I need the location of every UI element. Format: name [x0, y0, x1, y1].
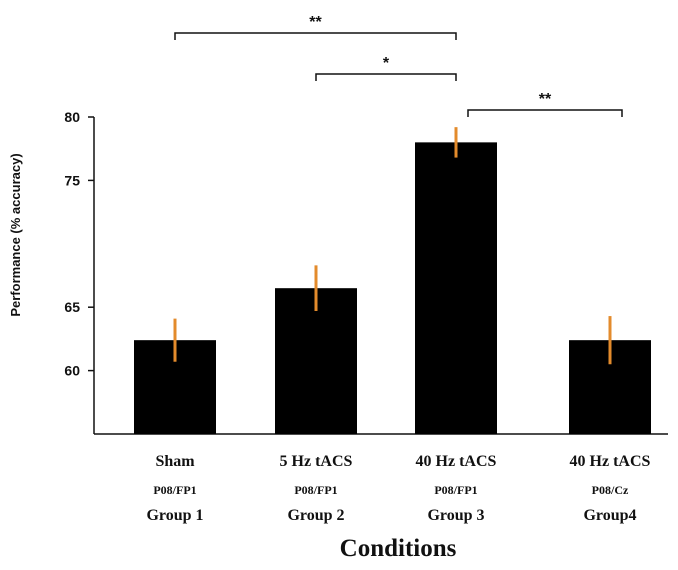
bars	[134, 142, 651, 435]
bar	[275, 288, 357, 434]
bar	[415, 142, 497, 435]
y-ticks: 60 65 75 80	[64, 109, 94, 379]
significance-bracket: *	[315, 55, 457, 81]
y-tick-label: 60	[64, 363, 80, 379]
x-tick-label: 5 Hz tACS	[280, 453, 353, 470]
bracket-line	[467, 109, 623, 117]
bracket-line	[174, 32, 457, 40]
group-label: Group 2	[287, 507, 344, 524]
electrode-label: P08/Cz	[592, 483, 629, 497]
y-tick-label: 75	[64, 172, 80, 188]
significance-label: **	[309, 14, 322, 31]
group-label: Group 1	[146, 507, 203, 524]
y-tick-label: 65	[64, 299, 80, 315]
significance-label: **	[539, 91, 552, 108]
significance-bracket: **	[174, 14, 457, 40]
x-tick-label: 40 Hz tACS	[416, 453, 497, 470]
y-tick-label: 80	[64, 109, 80, 125]
significance-label: *	[383, 55, 390, 72]
significance-bracket: **	[467, 91, 623, 117]
electrode-label: P08/FP1	[294, 483, 337, 497]
group-label: Group 3	[427, 507, 484, 524]
group-label: Group4	[583, 507, 636, 524]
x-categories: Sham P08/FP1 Group 1 5 Hz tACS P08/FP1 Group …	[146, 453, 650, 524]
bracket-line	[315, 73, 457, 81]
error-bars	[173, 127, 612, 365]
electrode-label: P08/FP1	[153, 483, 196, 497]
x-tick-label: Sham	[155, 453, 195, 470]
significance-brackets: *****	[174, 14, 623, 117]
x-axis-label: Conditions	[340, 535, 457, 562]
y-axis-label: Performance (% accuracy)	[8, 153, 23, 316]
electrode-label: P08/FP1	[434, 483, 477, 497]
x-tick-label: 40 Hz tACS	[570, 453, 651, 470]
